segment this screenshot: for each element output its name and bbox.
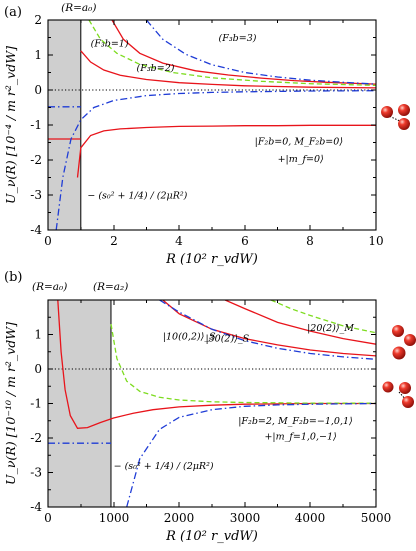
annotation-1: (F₃b=1) xyxy=(91,38,129,49)
x-tick-label: 2 xyxy=(110,234,118,248)
atom xyxy=(382,381,394,393)
annotation-3: |30(2)⟩_S xyxy=(205,333,249,344)
atom xyxy=(402,396,414,408)
y-tick-label: -2 xyxy=(30,431,42,445)
series-line-1 xyxy=(76,124,376,178)
y-tick-label: 1 xyxy=(34,48,42,62)
atom xyxy=(404,334,416,346)
series-line-7 xyxy=(126,402,376,507)
y-tick-label: -3 xyxy=(30,466,42,480)
annotation-4: |F₂b=0, M_F₂b=0⟩ xyxy=(255,136,343,147)
y-tick-label: 1 xyxy=(34,328,42,342)
series-line-4 xyxy=(80,50,376,89)
series-line-2 xyxy=(162,300,376,357)
x-tick-label: 6 xyxy=(241,234,249,248)
y-tick-label: -1 xyxy=(30,118,42,132)
atom xyxy=(398,104,410,116)
y-tick-label: 0 xyxy=(34,83,42,97)
annotation-6: − (s₀² + 1/4) / (2μR²) xyxy=(114,461,214,472)
series-line-7 xyxy=(55,90,376,230)
annotation-2: |10(0,2)⟩_S xyxy=(163,332,216,343)
y-axis-label: U_ν(R) [10⁻⁴ / m r²_vdW] xyxy=(3,46,18,204)
series-line-1 xyxy=(57,300,376,429)
x-tick-label: 4 xyxy=(175,234,183,248)
vertical-marker-label: (R=a₂) xyxy=(93,281,128,293)
vertical-marker-label: (R=a₀) xyxy=(32,281,67,293)
atom xyxy=(381,106,393,118)
series-line-4 xyxy=(110,323,376,404)
x-tick-label: 4000 xyxy=(295,511,326,525)
series-line-6 xyxy=(145,20,376,85)
y-tick-label: 2 xyxy=(34,13,42,27)
series-group xyxy=(48,300,376,507)
series-line-6 xyxy=(159,300,376,360)
y-tick-label: 0 xyxy=(34,362,42,376)
x-tick-label: 0 xyxy=(44,511,52,525)
series-group xyxy=(48,20,376,230)
shaded-region xyxy=(48,300,111,507)
annotation-1: |20(2)⟩_M xyxy=(307,323,354,334)
molecule-illustrations xyxy=(381,104,416,408)
x-axis-label: R (10² r_vdW) xyxy=(165,252,258,267)
y-tick-label: -4 xyxy=(30,500,42,514)
x-tick-label: 3000 xyxy=(230,511,261,525)
atom xyxy=(392,325,404,337)
x-tick-label: 1000 xyxy=(99,511,130,525)
y-tick-label: -1 xyxy=(30,397,42,411)
series-line-5 xyxy=(270,300,376,334)
x-tick-label: 5000 xyxy=(361,511,392,525)
atom xyxy=(399,382,411,394)
annotation-4: |F₂b=2, M_F₂b=−1,0,1⟩ xyxy=(238,416,352,427)
x-tick-label: 8 xyxy=(306,234,314,248)
atom xyxy=(398,118,410,130)
x-tick-label: 10 xyxy=(368,234,383,248)
annotation-6: − (s₀² + 1/4) / (2μR²) xyxy=(87,191,187,202)
y-axis-label: U_ν(R) [10⁻¹⁰ / m r²_vdW] xyxy=(3,322,18,485)
x-tick-label: 0 xyxy=(44,234,52,248)
shaded-region xyxy=(48,20,81,230)
y-tick-label: -4 xyxy=(30,223,42,237)
x-axis-label: R (10² r_vdW) xyxy=(165,529,258,544)
series-line-3 xyxy=(224,300,376,345)
annotation-2: (F₃b=2) xyxy=(137,63,175,74)
annotation-5: +|m_f=1,0,−1⟩ xyxy=(264,432,336,443)
panel-b: (R=a₀) (R=a₂) 0 1000 2000 3000 4000 5000 -4 -3 -2 -… xyxy=(3,270,391,544)
series-line-5 xyxy=(88,20,376,87)
panel-a: (R=a₀) 0 2 4 6 8 10 -4 -3 -2 -1 0 1 2 (a) R (10² r_vdW)… xyxy=(3,2,384,267)
y-tick-label: -2 xyxy=(30,153,42,167)
x-tick-label: 2000 xyxy=(164,511,195,525)
vertical-marker-label: (R=a₀) xyxy=(61,2,96,14)
panel-label: (a) xyxy=(4,5,22,20)
annotation-3: (F₃b=3) xyxy=(219,33,257,44)
y-tick-label: -3 xyxy=(30,188,42,202)
annotation-5: +|m_f=0⟩ xyxy=(278,154,324,165)
series-line-3 xyxy=(111,20,376,85)
panel-label: (b) xyxy=(4,270,22,285)
atom xyxy=(392,346,406,360)
